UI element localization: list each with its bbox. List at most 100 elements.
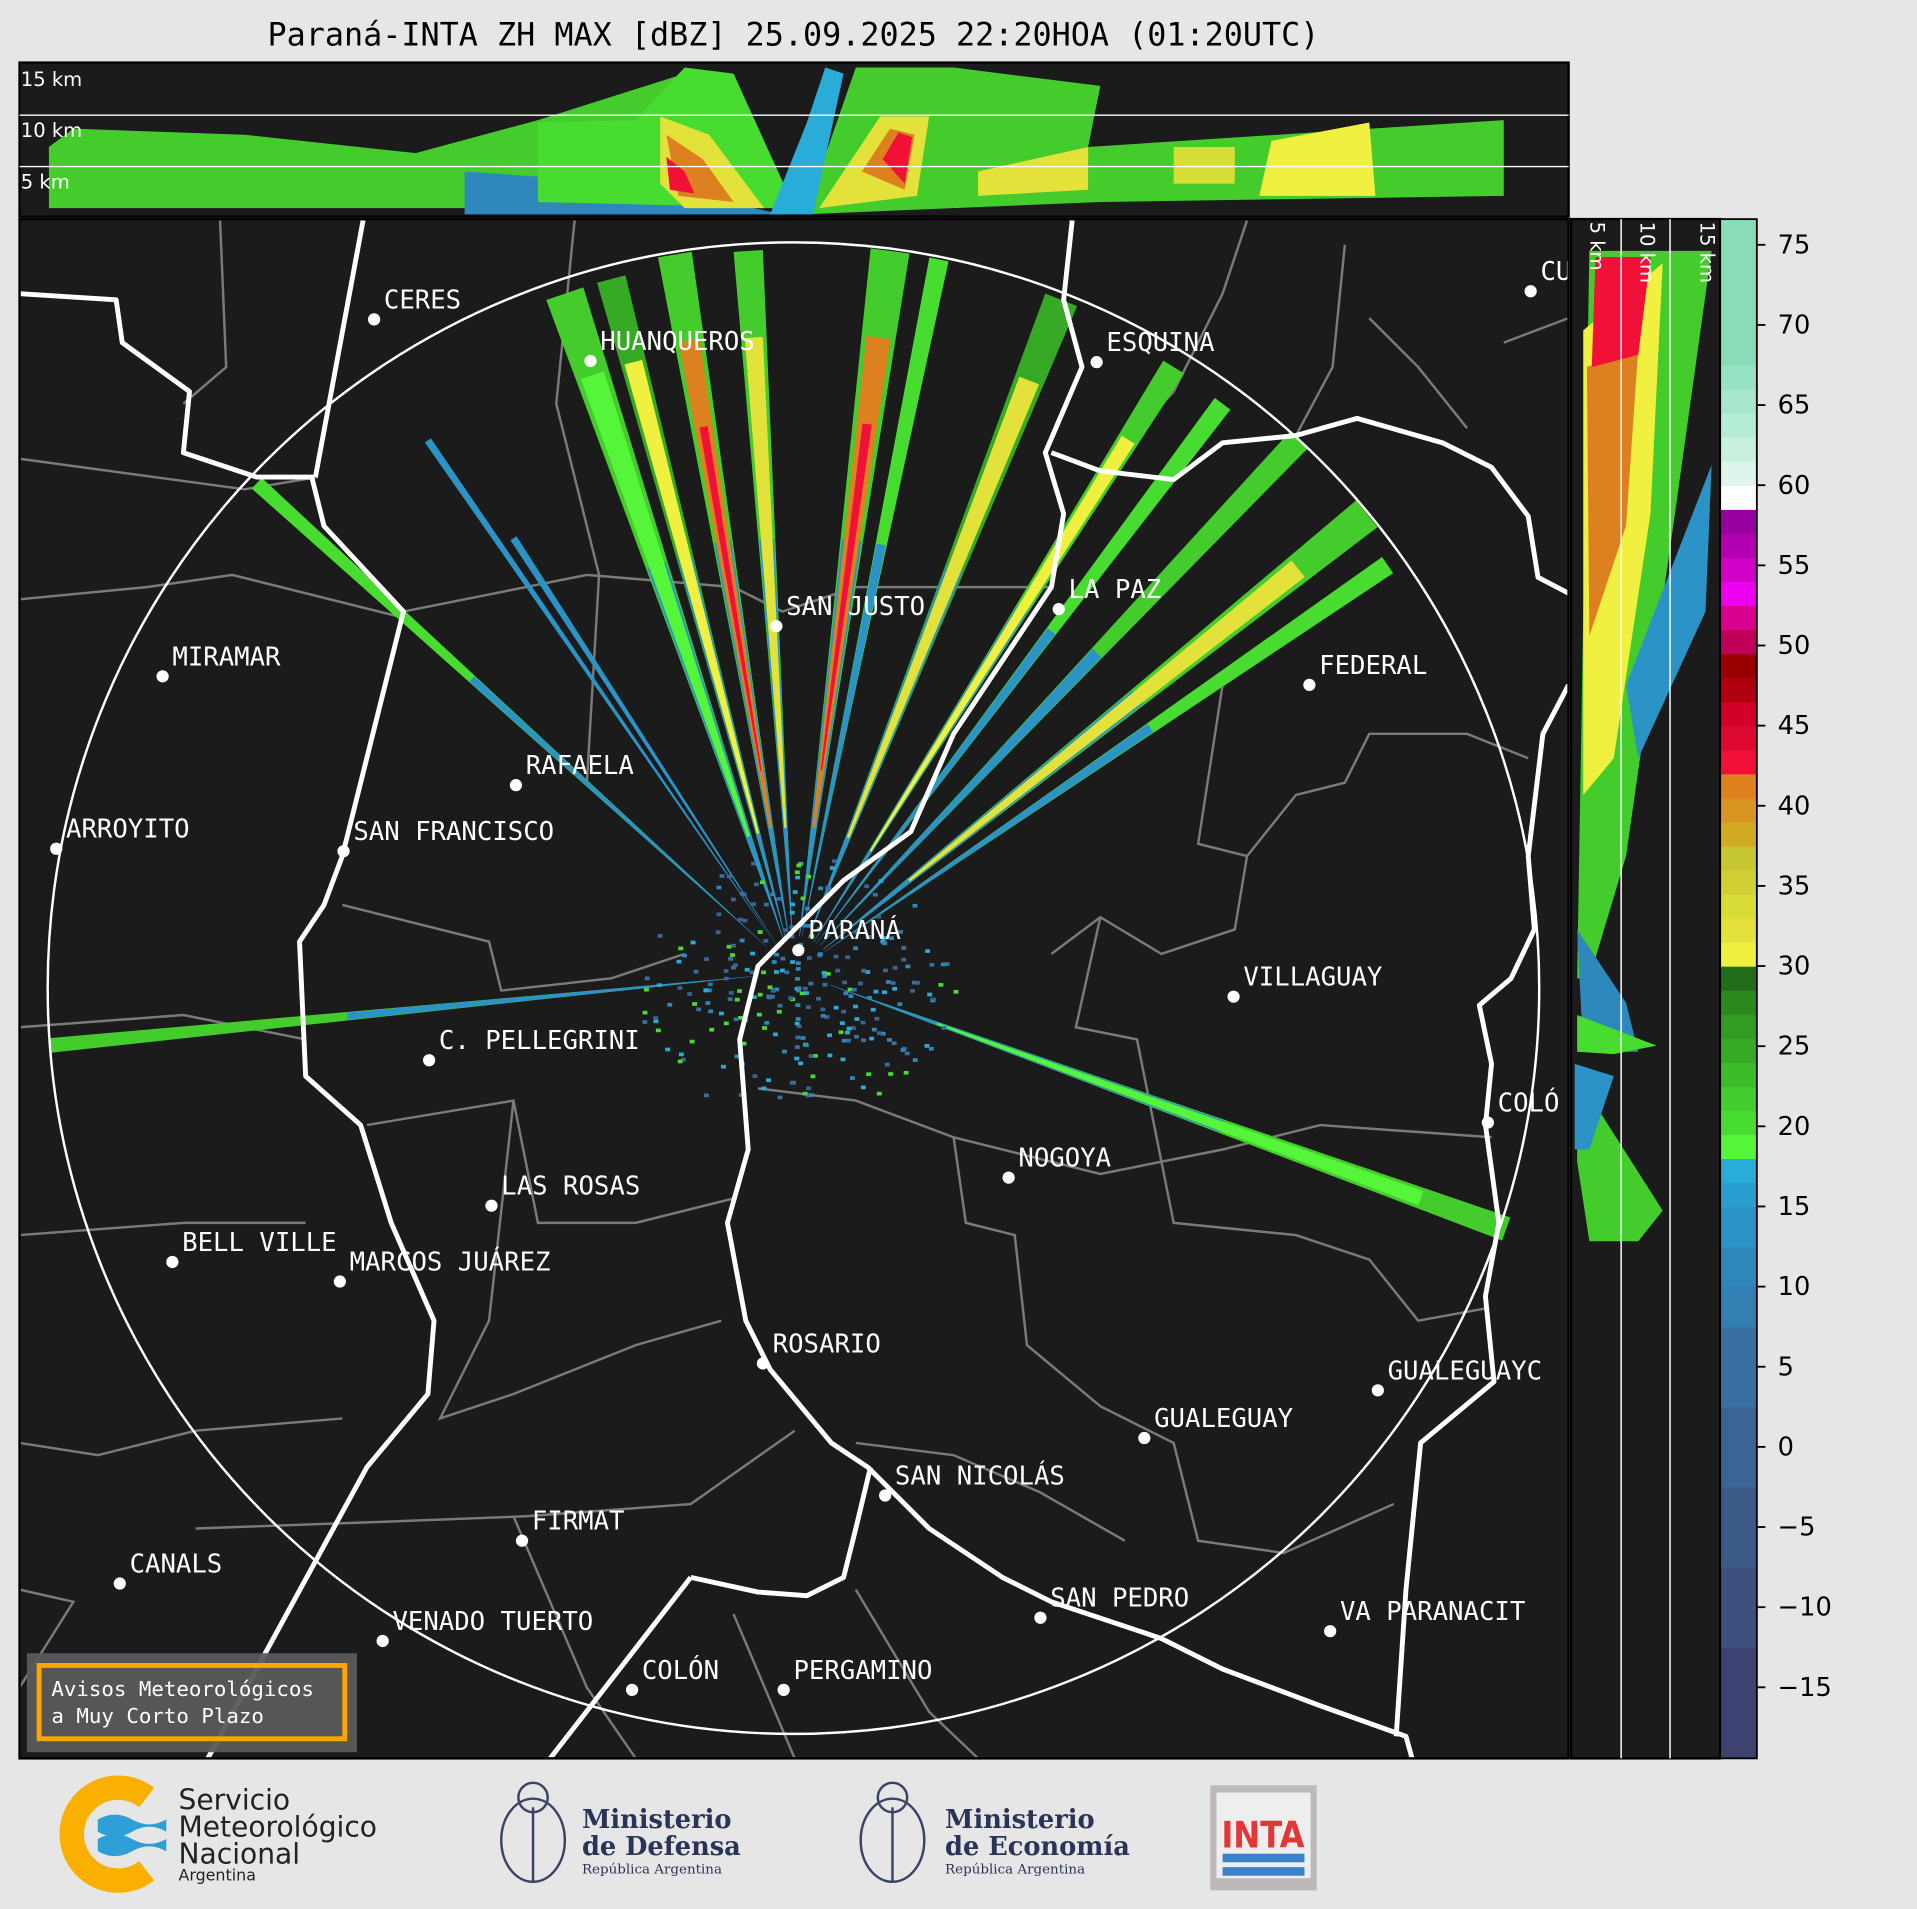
echo-clutter	[665, 1047, 671, 1052]
city-dot	[1052, 603, 1065, 616]
colorbar-segment	[1720, 653, 1757, 679]
colorbar-segment	[1720, 893, 1757, 919]
top-cross-section-panel: 15 km 10 km 5 km	[18, 61, 1570, 218]
colorbar-segment	[1720, 869, 1757, 895]
echo-clutter	[825, 972, 831, 976]
city-dot	[423, 1054, 436, 1067]
colorbar-tick-label: 45	[1778, 711, 1811, 741]
city-markers: CERES HUANQUEROS ESQUINA CU SAN JUSTO LA PAZ M…	[50, 257, 1569, 1696]
echo-clutter	[808, 1093, 814, 1097]
side-cross-section-echo	[1586, 348, 1639, 637]
cross-section-echo	[770, 67, 844, 215]
smn-text-4: Argentina	[178, 1866, 255, 1885]
echo-clutter	[901, 946, 907, 950]
echo-clutter	[820, 1014, 826, 1018]
colorbar-segment	[1720, 605, 1757, 631]
city-dot	[1090, 356, 1103, 369]
echo-ray-weak	[469, 676, 768, 948]
colorbar-segment	[1720, 1134, 1757, 1160]
department-boundary	[19, 1013, 306, 1041]
side-cross-section-echo	[1626, 464, 1712, 759]
city-dot	[1481, 1116, 1494, 1129]
radar-map-panel[interactable]: CERES HUANQUEROS ESQUINA CU SAN JUSTO LA PAZ M…	[18, 217, 1572, 1760]
city-label: PARANÁ	[808, 914, 901, 946]
echo-clutter	[795, 1003, 801, 1007]
echo-clutter	[803, 1043, 809, 1048]
echo-clutter	[770, 989, 776, 993]
echo-clutter	[816, 996, 821, 1001]
echo-clutter	[845, 1030, 850, 1035]
department-boundary	[855, 1441, 1126, 1542]
echo-clutter	[924, 1044, 930, 1048]
city-label: MIRAMAR	[172, 642, 281, 672]
ministerio-defensa-logo: Ministerio de Defensa República Argentin…	[500, 1781, 741, 1884]
city-label: SAN FRANCISCO	[353, 817, 554, 847]
city-dot	[376, 1634, 389, 1648]
city-marker: MARCOS JUÁREZ	[333, 1246, 551, 1288]
echo-clutter	[727, 997, 733, 1001]
city-marker: SAN NICOLÁS	[879, 1459, 1065, 1502]
echo-clutter	[756, 1012, 762, 1017]
echo-clutter	[776, 897, 782, 901]
echo-clutter	[846, 1038, 852, 1043]
colorbar-segment	[1720, 1206, 1757, 1248]
echo-ray	[936, 1022, 1424, 1206]
echo-clutter	[721, 1064, 726, 1069]
echo-clutter	[682, 953, 687, 958]
city-marker: C. PELLEGRINI	[423, 1026, 640, 1067]
city-marker: ARROYITO	[50, 815, 190, 855]
echo-clutter	[719, 874, 725, 878]
colorbar-segment	[1720, 725, 1757, 751]
echo-clutter	[728, 991, 734, 995]
echo-clutter	[731, 943, 736, 948]
colorbar-segment	[1720, 845, 1757, 871]
colorbar-segment	[1720, 461, 1757, 486]
echo-clutter	[833, 1005, 839, 1010]
city-label: NOGOYA	[1018, 1144, 1111, 1174]
inta-text: INTA	[1221, 1814, 1305, 1857]
echo-clutter	[798, 1061, 804, 1066]
side-height-label-5km: 5 km	[1586, 222, 1609, 271]
colorbar-tick-label: 40	[1778, 791, 1811, 821]
echo-ray	[869, 435, 1135, 852]
city-label: MARCOS JUÁREZ	[350, 1246, 551, 1278]
echo-clutter	[677, 1059, 683, 1064]
echo-clutter	[912, 1058, 918, 1062]
echo-clutter	[706, 988, 712, 993]
echo-clutter	[927, 992, 933, 997]
echo-clutter	[938, 983, 944, 987]
echo-clutter	[795, 961, 801, 966]
echo-clutter	[832, 859, 837, 863]
city-dot	[337, 845, 350, 858]
echo-clutter	[757, 992, 763, 997]
city-label: FEDERAL	[1319, 651, 1427, 681]
city-marker: VA PARANACIT	[1324, 1597, 1525, 1638]
colorbar-segment	[1720, 1014, 1757, 1039]
echo-clutter	[854, 1034, 860, 1039]
city-marker: BELL VILLE	[166, 1228, 337, 1269]
side-cross-section-echo	[1574, 1063, 1614, 1150]
echo-clutter	[840, 1057, 846, 1062]
echo-clutter	[870, 1007, 876, 1012]
smn-logo: Servicio Meteorológico Nacional Argentin…	[59, 1775, 377, 1893]
notice-box: Avisos Meteorológicos a Muy Corto Plazo	[26, 1653, 357, 1753]
colorbar-segment	[1720, 917, 1757, 943]
city-dot	[777, 1683, 790, 1696]
echo-clutter	[761, 970, 766, 975]
city-label: CANALS	[130, 1550, 223, 1580]
city-label: ROSARIO	[773, 1329, 881, 1359]
smn-text-1: Servicio	[178, 1784, 290, 1817]
echo-ray-weak	[714, 540, 789, 937]
echo-clutter	[733, 1017, 739, 1022]
echo-ray	[678, 338, 772, 829]
city-dot	[156, 670, 169, 683]
city-label: VA PARANACIT	[1340, 1597, 1525, 1627]
echo-ray	[699, 426, 762, 772]
city-label: ARROYITO	[66, 815, 190, 845]
city-marker: CANALS	[113, 1550, 223, 1590]
echo-clutter	[941, 1026, 947, 1030]
smn-text-2: Meteorológico	[178, 1811, 377, 1844]
city-label: HUANQUEROS	[600, 327, 754, 357]
echo-clutter	[877, 1031, 882, 1035]
echo-clutter	[873, 989, 879, 994]
